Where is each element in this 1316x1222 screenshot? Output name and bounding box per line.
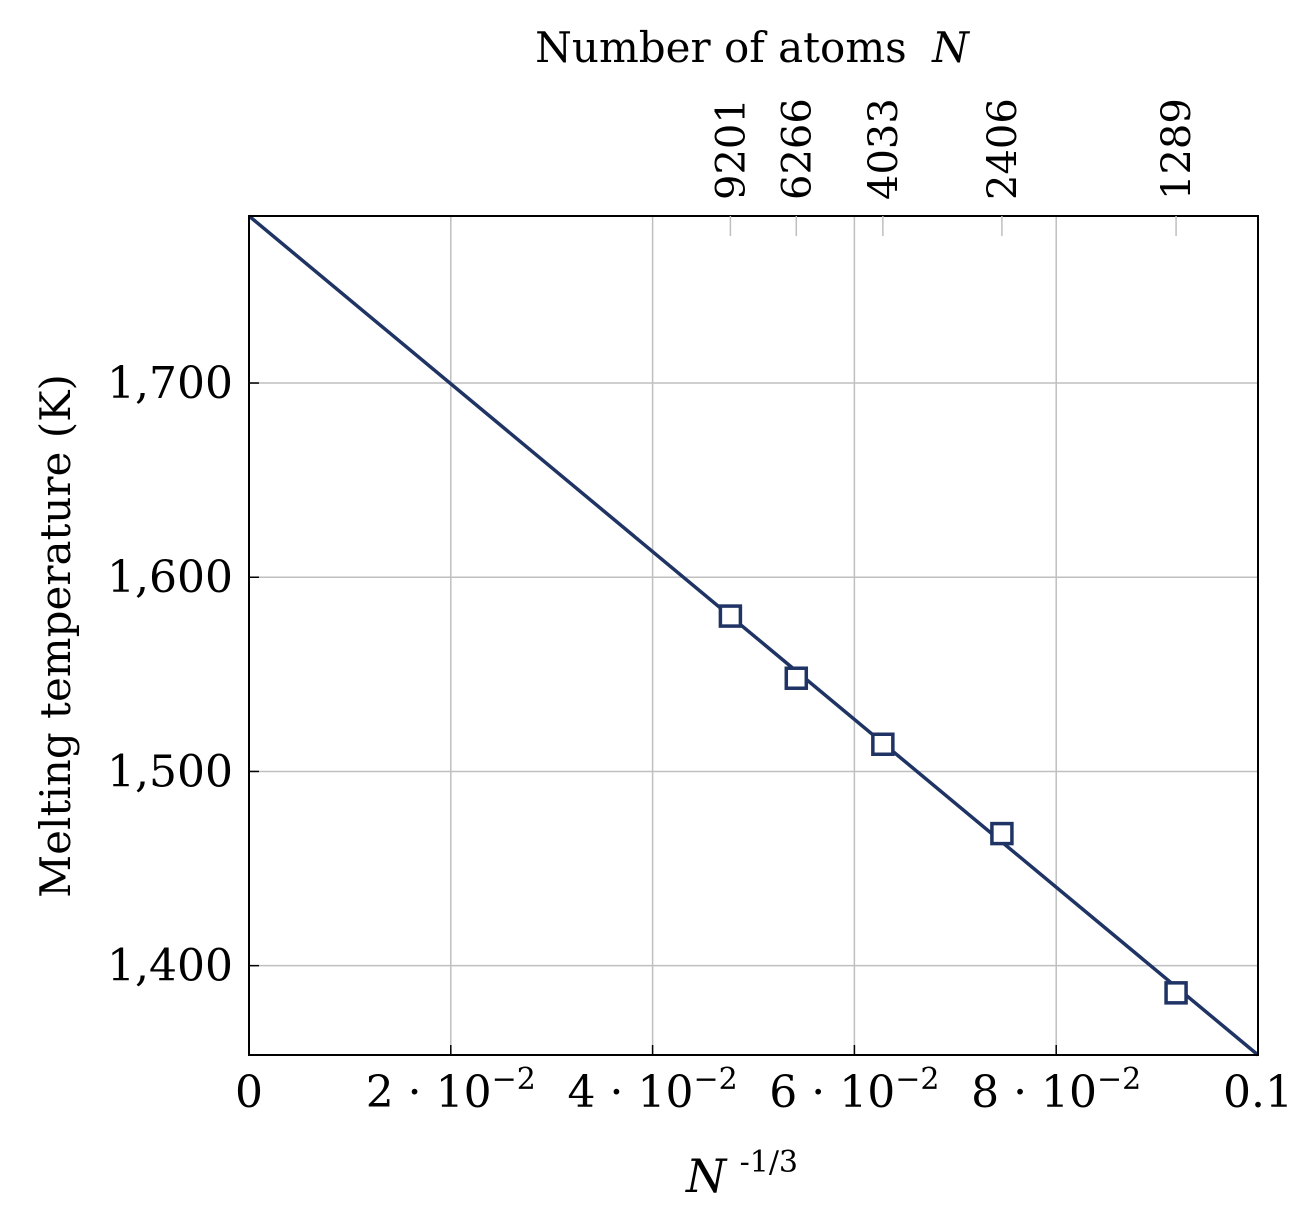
y-tick-label: 1,500 [107, 746, 233, 797]
top-tick-label: 9201 [708, 98, 754, 200]
x-tick-label: 8 · 10−2 [971, 1062, 1141, 1118]
y-tick-label: 1,400 [107, 941, 233, 992]
top-tick-label: 4033 [861, 98, 907, 200]
x-tick-label-mantissa: 6 · 10 [769, 1067, 895, 1118]
x-tick-label-mantissa: 0 [235, 1067, 263, 1118]
x-tick-label-exponent: −2 [693, 1062, 737, 1097]
x-tick-label-mantissa: 8 · 10 [971, 1067, 1097, 1118]
data-point-square [1164, 981, 1188, 1005]
y-axis-title: Melting temperature (K) [31, 374, 80, 898]
x-tick-label-exponent: −2 [895, 1062, 939, 1097]
x-tick-label: 0 [235, 1067, 263, 1118]
top-axis-title-text: Number of atoms [535, 23, 907, 72]
x-tick-label: 4 · 10−2 [568, 1062, 738, 1118]
data-point-square [871, 732, 895, 757]
top-axis-title-var: N [931, 23, 970, 72]
top-tick-label: 1289 [1154, 98, 1200, 200]
plot-area-frame [248, 215, 1259, 1056]
x-axis-title: N -1/3 [685, 1145, 798, 1203]
data-point-square [990, 821, 1014, 846]
x-tick-label: 0.1 [1223, 1067, 1293, 1118]
x-tick-label-mantissa: 2 · 10 [366, 1067, 492, 1118]
x-tick-label-exponent: −2 [1097, 1062, 1141, 1097]
data-point-square [784, 666, 809, 690]
data-point-square [718, 604, 743, 628]
y-tick-label: 1,700 [107, 358, 233, 409]
x-axis-title-base: N [685, 1149, 728, 1203]
x-tick-label-mantissa: 0.1 [1223, 1067, 1293, 1118]
series-layer [247, 214, 1260, 1057]
grid-lines [249, 216, 1258, 1055]
y-tick-label: 1,600 [107, 552, 233, 603]
top-tick-label: 2406 [980, 98, 1026, 200]
top-axis-title: Number of atoms N [535, 23, 970, 72]
x-tick-label-mantissa: 4 · 10 [568, 1067, 694, 1118]
x-tick-label: 6 · 10−2 [769, 1062, 939, 1118]
top-tick-label: 6266 [774, 98, 820, 200]
x-tick-label-exponent: −2 [492, 1062, 536, 1097]
fit-line [247, 214, 1260, 1057]
x-tick-label: 2 · 10−2 [366, 1062, 536, 1118]
x-axis-title-exponent: -1/3 [740, 1145, 798, 1180]
